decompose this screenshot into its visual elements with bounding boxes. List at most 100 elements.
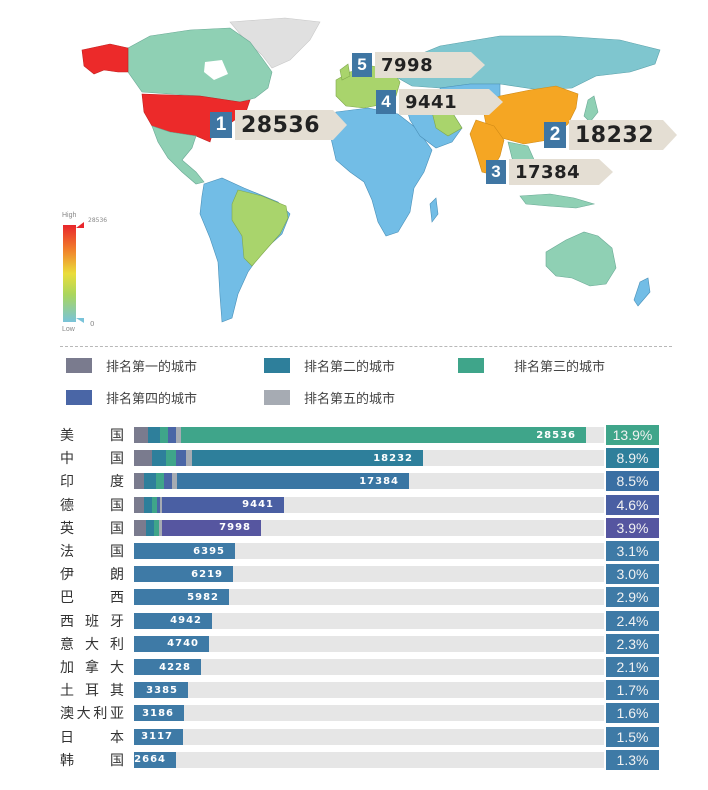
bar-value: 5982 bbox=[134, 589, 229, 606]
legend-swatch bbox=[66, 358, 92, 373]
country-name-char: 大 bbox=[85, 636, 99, 653]
bar-value: 2664 bbox=[134, 751, 176, 768]
table-row: 日本 3117 1.5% bbox=[0, 726, 708, 747]
bar-city-segment bbox=[134, 473, 144, 490]
country-name: 伊朗 bbox=[60, 564, 124, 584]
bar-track: 6219 bbox=[134, 566, 604, 583]
map-japan bbox=[583, 95, 599, 123]
country-name-char: 意 bbox=[60, 636, 74, 653]
share-percent-badge: 8.5% bbox=[606, 471, 659, 492]
country-name: 日本 bbox=[60, 727, 124, 746]
table-row: 加拿大 4228 2.1% bbox=[0, 656, 708, 677]
bar-city-segment bbox=[168, 427, 176, 443]
legend-label: 排名第一的城市 bbox=[106, 360, 198, 375]
country-name: 澳大利亚 bbox=[60, 703, 124, 723]
bar-track: 4740 bbox=[134, 635, 604, 652]
bar-track: 17384 bbox=[134, 473, 604, 490]
country-name-char: 印 bbox=[60, 474, 74, 491]
legend-swatch bbox=[264, 390, 290, 405]
bar-track: 3385 bbox=[134, 682, 604, 699]
country-name-char: 澳 bbox=[60, 706, 74, 723]
color-scale-legend: High 28536 0 Low bbox=[62, 212, 122, 337]
table-row: 中国 18232 8.9% bbox=[0, 447, 708, 469]
country-name-char: 利 bbox=[93, 706, 108, 723]
country-name-char: 国 bbox=[110, 520, 124, 537]
country-name-char: 中 bbox=[60, 451, 74, 468]
country-name-char: 亚 bbox=[109, 706, 124, 723]
scale-max-value: 28536 bbox=[88, 217, 108, 224]
share-percent-badge: 3.9% bbox=[606, 517, 659, 538]
table-row: 巴西 5982 2.9% bbox=[0, 586, 708, 608]
country-name-char: 伊 bbox=[60, 567, 74, 584]
bar-value: 7998 bbox=[162, 519, 261, 536]
share-percent-badge: 1.5% bbox=[606, 726, 659, 747]
map-brazil bbox=[231, 189, 289, 267]
legend-item-rank5: 排名第五的城市 bbox=[264, 388, 395, 407]
country-name-char: 耳 bbox=[85, 683, 99, 700]
legend-swatch bbox=[66, 390, 92, 405]
share-percent-badge: 1.7% bbox=[606, 680, 659, 701]
country-name-char: 国 bbox=[110, 752, 124, 769]
rank-badge: 3 bbox=[486, 160, 506, 184]
share-percent-badge: 1.6% bbox=[606, 703, 659, 724]
bar-track: 4228 bbox=[134, 659, 604, 675]
callout-value: 28536 bbox=[235, 110, 347, 140]
map-callout-rank-3: 3 17384 bbox=[486, 159, 613, 185]
bar-city-segment bbox=[166, 450, 176, 467]
country-name-char: 国 bbox=[110, 451, 124, 468]
country-name-char: 班 bbox=[85, 613, 99, 630]
country-name: 美国 bbox=[60, 425, 124, 444]
country-name: 法国 bbox=[60, 541, 124, 560]
bar-value: 3117 bbox=[134, 728, 183, 745]
bar-city-segment bbox=[159, 519, 162, 536]
rank-badge: 4 bbox=[376, 90, 396, 114]
scale-high-marker-icon bbox=[76, 222, 84, 228]
bar-city-segment bbox=[160, 496, 162, 513]
bar-track: 3117 bbox=[134, 728, 604, 745]
country-name-char: 拿 bbox=[85, 660, 99, 676]
bar-city-segment bbox=[134, 450, 152, 467]
country-name: 土耳其 bbox=[60, 680, 124, 700]
legend-label: 排名第三的城市 bbox=[514, 360, 606, 375]
map-mexico bbox=[151, 125, 205, 185]
country-name-char: 德 bbox=[60, 497, 74, 514]
country-name-char: 加 bbox=[60, 660, 74, 676]
map-indonesia bbox=[519, 193, 596, 209]
country-name: 意大利 bbox=[60, 634, 124, 653]
bar-track: 2664 bbox=[134, 751, 604, 768]
country-name: 西班牙 bbox=[60, 611, 124, 630]
bar-city-segment bbox=[156, 473, 164, 490]
map-new-zealand bbox=[633, 277, 651, 307]
country-name-char: 法 bbox=[60, 544, 74, 560]
country-name: 中国 bbox=[60, 448, 124, 468]
share-percent-badge: 2.1% bbox=[606, 657, 659, 677]
bar-city-segment bbox=[164, 473, 172, 490]
legend-item-rank2: 排名第二的城市 bbox=[264, 356, 395, 375]
map-hudson-bay bbox=[204, 60, 228, 80]
bar-value: 9441 bbox=[162, 496, 284, 513]
bar-city-segment bbox=[144, 496, 152, 513]
map-uk bbox=[339, 63, 351, 81]
country-name-char: 本 bbox=[110, 729, 124, 746]
share-percent-badge: 2.4% bbox=[606, 610, 659, 631]
share-percent-badge: 4.6% bbox=[606, 494, 659, 515]
country-name-char: 大 bbox=[76, 706, 91, 723]
map-canada bbox=[127, 27, 273, 103]
bar-value: 4942 bbox=[134, 612, 212, 629]
country-name: 印度 bbox=[60, 471, 124, 491]
rank-badge: 2 bbox=[544, 122, 566, 148]
legend-label: 排名第二的城市 bbox=[304, 360, 396, 375]
share-percent-badge: 3.0% bbox=[606, 564, 659, 585]
legend-swatch bbox=[458, 358, 484, 373]
country-name-char: 英 bbox=[60, 520, 74, 537]
country-name-char: 国 bbox=[110, 544, 124, 560]
scale-min-value: 0 bbox=[90, 320, 95, 328]
bar-value: 4740 bbox=[134, 635, 209, 652]
country-name-char: 西 bbox=[110, 590, 124, 607]
country-name-char: 利 bbox=[110, 636, 124, 653]
country-name-char: 美 bbox=[60, 428, 74, 444]
bar-track: 6395 bbox=[134, 543, 604, 559]
bar-track: 9441 bbox=[134, 496, 604, 513]
bar-value: 28536 bbox=[181, 427, 586, 443]
bar-city-segment bbox=[152, 496, 157, 513]
